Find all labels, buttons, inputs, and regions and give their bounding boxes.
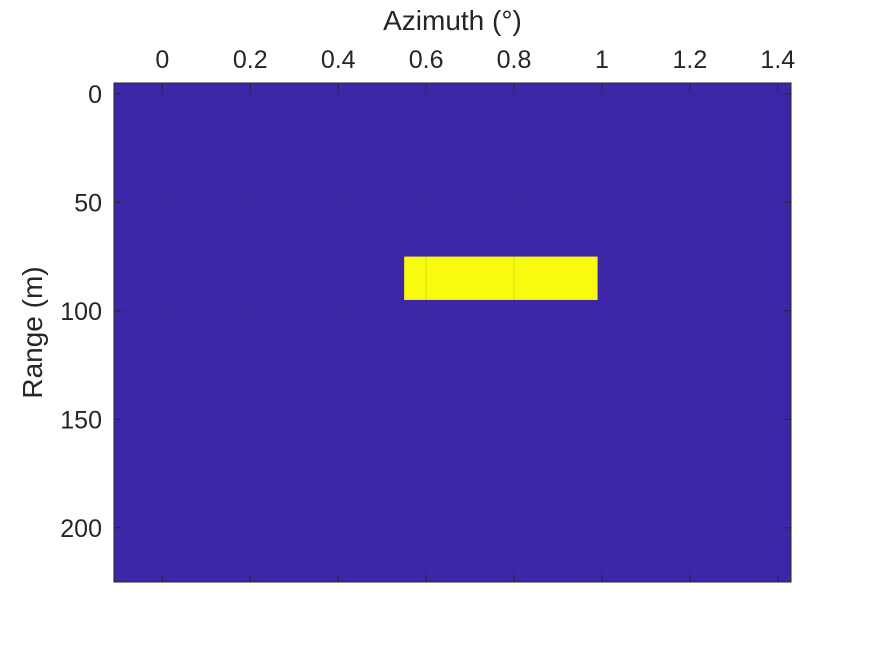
x-tick-label-6: 1.2: [673, 46, 708, 74]
y-tick-label-4: 200: [60, 515, 102, 543]
x-tick-label-4: 0.8: [497, 46, 532, 74]
x-tick-label-2: 0.4: [321, 46, 356, 74]
grid-lines: [114, 83, 791, 582]
x-axis-ticks: 0 0.2 0.4 0.6 0.8 1 1.2 1.4: [155, 46, 795, 582]
plot-frame: [113, 82, 792, 583]
y-tick-label-1: 50: [74, 189, 102, 217]
heatmap-cells: [404, 256, 598, 300]
x-axis-title: Azimuth (°): [383, 5, 522, 36]
x-tick-label-1: 0.2: [233, 46, 268, 74]
y-axis-ticks: 0 50 100 150 200: [60, 81, 791, 543]
x-tick-label-0: 0: [155, 46, 169, 74]
plot-background: [114, 83, 791, 582]
x-tick-label-3: 0.6: [409, 46, 444, 74]
heatmap-cell-0: [404, 256, 598, 300]
x-tick-label-5: 1: [595, 46, 609, 74]
y-tick-label-2: 100: [60, 298, 102, 326]
y-tick-label-0: 0: [88, 81, 102, 109]
y-tick-label-3: 150: [60, 406, 102, 434]
x-tick-label-7: 1.4: [760, 46, 795, 74]
y-axis-title: Range (m): [17, 266, 48, 398]
